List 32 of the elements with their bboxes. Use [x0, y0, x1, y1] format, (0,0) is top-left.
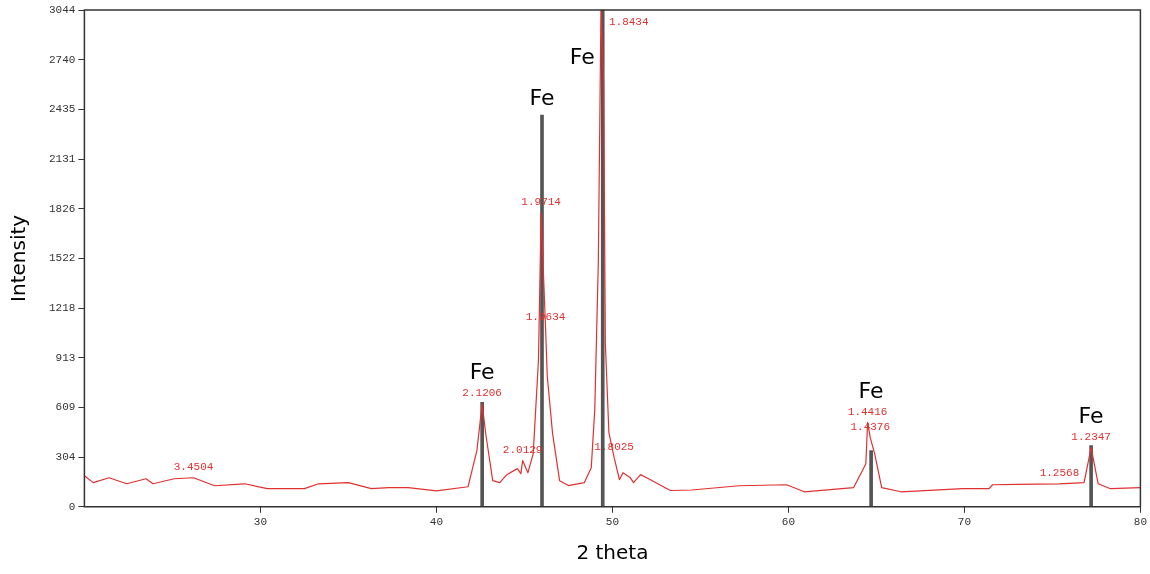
bar [869, 450, 873, 507]
annotation: 1.2347 [1071, 430, 1111, 443]
annotation: 1.4416 [847, 405, 888, 418]
annotation: Fe [469, 359, 495, 385]
annotation: 1.2568 [1039, 467, 1080, 480]
annotation: Fe [858, 378, 884, 404]
annotation: 3.4504 [173, 461, 214, 474]
y-tick-label: 3044 [49, 3, 76, 16]
y-tick-label: 0 [68, 500, 76, 513]
x-tick-label: 80 [1133, 516, 1147, 529]
y-tick-label: 913 [55, 351, 76, 364]
x-tick-label: 30 [253, 516, 267, 529]
x-tick-label: 40 [429, 516, 443, 529]
y-axis-title: Intensity [6, 214, 31, 302]
y-tick-label: 1826 [49, 202, 76, 215]
x-tick-label: 60 [781, 516, 795, 529]
annotation: 1.8434 [608, 16, 649, 29]
y-tick-label: 2435 [49, 103, 76, 116]
y-tick-label: 2740 [49, 53, 76, 66]
bar [480, 402, 484, 507]
x-axis-title: 2 theta [576, 540, 649, 565]
y-tick-label: 1522 [49, 252, 76, 265]
y-tick-label: 2131 [49, 152, 76, 165]
annotation: Fe [569, 43, 595, 69]
annotation: Fe [1078, 403, 1104, 429]
y-tick-label: 304 [55, 451, 76, 464]
annotation: 2.1206 [462, 386, 502, 399]
x-tick-label: 50 [605, 516, 619, 529]
y-tick-label: 1218 [49, 301, 76, 314]
x-tick-label: 70 [957, 516, 971, 529]
y-tick-label: 609 [55, 401, 76, 414]
annotation: Fe [529, 84, 555, 110]
